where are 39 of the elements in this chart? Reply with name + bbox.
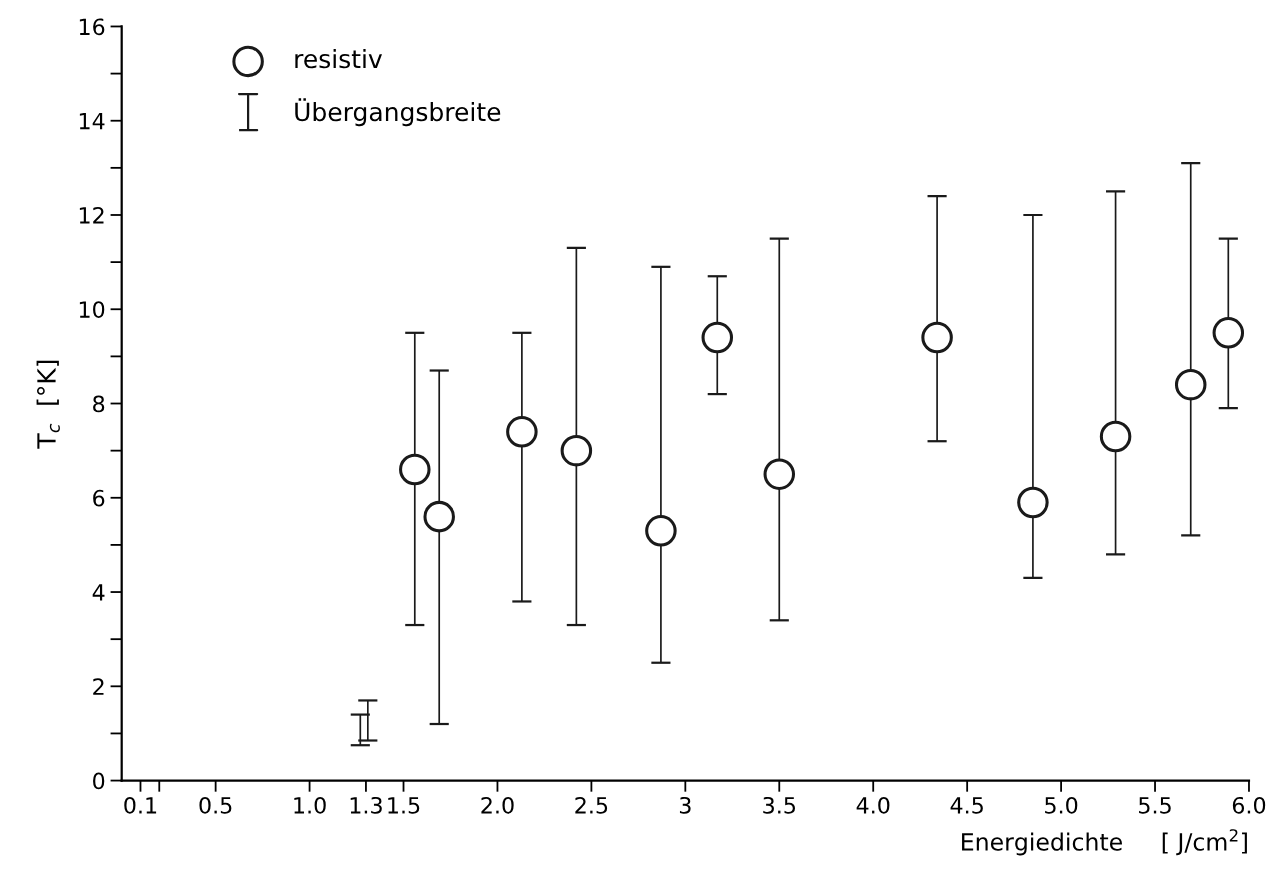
point	[645, 515, 677, 547]
point	[1174, 368, 1207, 401]
x-axis-title: Energiedichte [ J/cm$^{2}$]	[962, 829, 1247, 856]
legend-label: Übergangsbreite	[295, 98, 501, 127]
y-tick-label: 16	[79, 18, 105, 36]
point	[763, 458, 796, 490]
x-tick-label: 6.0	[1232, 796, 1266, 814]
x-tick-label: 0.5	[199, 796, 232, 814]
y-tick-label: 0	[93, 772, 105, 790]
legend-label: resistiv	[295, 48, 382, 69]
point	[701, 321, 734, 354]
point	[1099, 420, 1132, 453]
point	[921, 321, 953, 354]
point	[399, 453, 431, 486]
x-tick-label: 0.1	[124, 796, 157, 814]
x-tick-label: 2.0	[481, 796, 514, 814]
y-tick-label: 6	[93, 489, 105, 507]
y-tick-label: 14	[79, 112, 105, 130]
point	[506, 416, 538, 448]
point	[560, 434, 593, 467]
x-tick-label: 1.5	[388, 797, 420, 814]
x-tick-label: 5.0	[1045, 796, 1078, 814]
y-axis-title: T$_{c}$ [°K]	[36, 360, 60, 449]
x-tick-label: 3	[679, 796, 691, 814]
y-tick-label: 12	[79, 206, 104, 224]
x-tick-label: 4.5	[950, 797, 983, 814]
y-tick-label: 10	[79, 301, 105, 319]
y-tick-label: 2	[93, 678, 104, 695]
x-tick-label: 3.5	[763, 796, 796, 814]
x-tick-label: 1.0	[294, 796, 326, 814]
point	[1212, 317, 1245, 349]
x-tick-label: 1.3	[350, 796, 382, 814]
x-tick-label: 2.5	[575, 796, 608, 814]
point	[1017, 486, 1049, 519]
y-tick-label: 8	[93, 395, 105, 413]
x-tick-label: 4.0	[856, 796, 890, 814]
y-tick-label: 4	[92, 584, 105, 601]
x-tick-label: 5.5	[1139, 797, 1171, 814]
point	[423, 500, 455, 533]
